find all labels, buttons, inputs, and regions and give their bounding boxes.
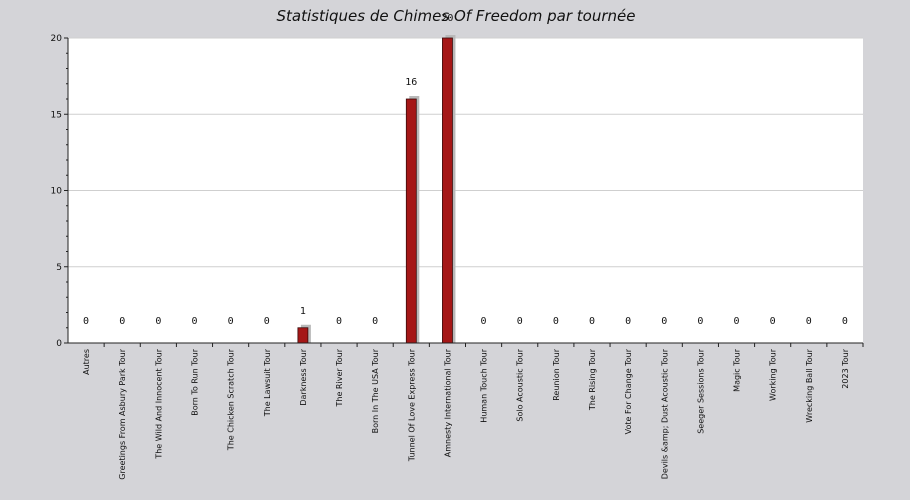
x-tick-label: The Chicken Scratch Tour: [227, 348, 236, 451]
x-tick-label: Magic Tour: [733, 348, 742, 392]
data-label: 0: [697, 316, 703, 327]
x-tick-label: The Lawsuit Tour: [263, 348, 272, 417]
x-tick-label: Born To Run Tour: [190, 348, 199, 415]
data-labels: 0 0 0 0 0 0 1 0 0 16 20 0 0 0 0 0 0 0 0 0 0 0: [83, 13, 848, 327]
data-label: 20: [441, 13, 453, 24]
y-tick-label: 5: [56, 263, 62, 273]
data-label: 0: [625, 316, 631, 327]
x-tick-label: 2023 Tour: [841, 348, 850, 388]
gridlines: [68, 37, 863, 268]
x-tick-label: Reunion Tour: [552, 348, 561, 400]
x-tick-label: Human Touch Tour: [480, 348, 489, 422]
data-label: 0: [191, 316, 197, 327]
data-label: 0: [517, 316, 523, 327]
data-label: 0: [806, 316, 812, 327]
y-tick-label: 10: [51, 187, 63, 197]
data-label: 0: [661, 316, 667, 327]
data-label: 0: [372, 316, 378, 327]
x-tick-label: Seeger Sessions Tour: [696, 348, 705, 433]
data-label: 0: [589, 316, 595, 327]
x-tick-label: Born In The USA Tour: [371, 348, 380, 433]
data-label: 0: [770, 316, 776, 327]
x-tick-label: Wrecking Ball Tour: [805, 348, 814, 422]
x-tick-label: The River Tour: [335, 348, 344, 407]
x-tick-label: Tunnel Of Love Express Tour: [407, 348, 416, 462]
data-label: 0: [83, 316, 89, 327]
bar: [297, 327, 309, 344]
axes: [64, 37, 864, 347]
data-label: 0: [336, 316, 342, 327]
data-label: 0: [553, 316, 559, 327]
x-tick-label: The Wild And Innocent Tour: [154, 348, 163, 459]
data-label: 1: [300, 306, 306, 317]
data-label: 0: [264, 316, 270, 327]
data-label: 0: [155, 316, 161, 327]
data-label: 0: [842, 316, 848, 327]
x-tick-label: Devils &amp; Dust Acoustic Tour: [660, 348, 669, 479]
data-label: 0: [228, 316, 234, 327]
x-tick-label: The Rising Tour: [588, 348, 597, 411]
y-tick-labels: 0 5 10 15 20: [51, 34, 63, 349]
x-tick-label: Working Tour: [769, 348, 778, 401]
x-tick-label: Solo Acoustic Tour: [516, 348, 525, 421]
bar: [442, 37, 453, 344]
chart-title: Statistiques de Chimes Of Freedom par to…: [277, 7, 636, 25]
data-label: 0: [734, 316, 740, 327]
data-label: 0: [481, 316, 487, 327]
x-tick-label: Greetings From Asbury Park Tour: [118, 348, 127, 479]
y-tick-label: 15: [51, 110, 62, 120]
data-label: 0: [119, 316, 125, 327]
x-tick-label: Amnesty International Tour: [443, 348, 452, 457]
y-tick-label: 0: [56, 339, 62, 349]
y-tick-label: 20: [51, 34, 63, 44]
x-tick-label: Darkness Tour: [299, 348, 308, 405]
data-label: 16: [405, 77, 417, 88]
x-tick-labels: Autres Greetings From Asbury Park Tour The…: [82, 348, 850, 479]
x-tick-label: Vote For Change Tour: [624, 348, 633, 434]
bar: [405, 98, 417, 344]
x-tick-label: Autres: [82, 349, 91, 375]
